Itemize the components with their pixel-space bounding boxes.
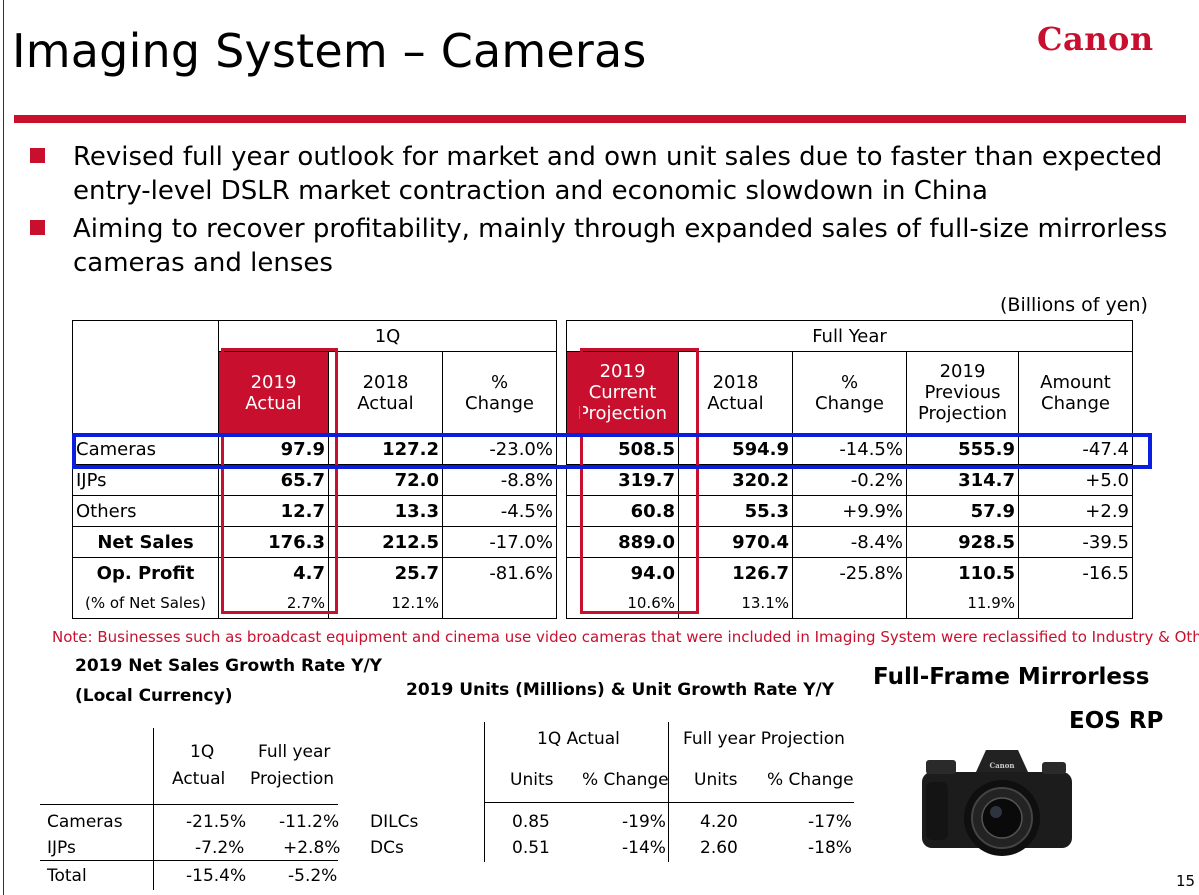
- units-row-qc: -14%: [622, 838, 666, 858]
- cameras-row-highlight: [72, 433, 1152, 469]
- growth-divider: [153, 728, 154, 890]
- table-row: Net Sales 176.3 212.5 -17.0% 889.0 970.4…: [72, 526, 1133, 558]
- unit-label: (Billions of yen): [1000, 294, 1148, 316]
- group-full-year: Full Year: [566, 320, 1133, 352]
- col-fy-amount: Amount Change: [1018, 351, 1133, 434]
- units-row-qu: 0.51: [512, 838, 550, 858]
- product-model: EOS RP: [1069, 708, 1164, 734]
- product-title: Full-Frame Mirrorless: [873, 664, 1150, 690]
- units-row-label: DCs: [370, 838, 404, 858]
- growth-row-fy: +2.8%: [283, 838, 341, 858]
- col-1q-2019: 2019 Actual: [218, 351, 329, 434]
- growth-row-fy: -11.2%: [279, 812, 340, 832]
- highlight-1q-2019: [221, 348, 338, 614]
- units-sub-change: % Change: [582, 770, 669, 790]
- slide-border: [3, 0, 4, 895]
- units-row-fc: -18%: [808, 838, 852, 858]
- table-row: (% of Net Sales) 2.7% 12.1% 10.6% 13.1% …: [72, 588, 1133, 619]
- col-1q-change: % Change: [442, 351, 557, 434]
- bullet-text: Revised full year outlook for market and…: [73, 142, 1163, 206]
- growth-col1-line1: 1Q: [190, 742, 215, 762]
- camera-badge: Canon: [990, 761, 1015, 770]
- financial-table: 1Q Full Year 2019 Actual 2018 Actual % Chan…: [72, 320, 1133, 619]
- col-fy-prev: 2019 Previous Projection: [906, 351, 1019, 434]
- units-row-fc: -17%: [808, 812, 852, 832]
- growth-col2-line2: Projection: [250, 769, 335, 789]
- growth-col2-line1: Full year: [258, 742, 331, 762]
- col-fy-change: % Change: [792, 351, 907, 434]
- units-sub-units: Units: [510, 770, 554, 790]
- footnote: Note: Businesses such as broadcast equip…: [52, 628, 1199, 646]
- growth-subtitle: (Local Currency): [75, 686, 233, 706]
- growth-rule: [40, 860, 338, 861]
- units-divider: [668, 722, 669, 862]
- bullet-2: Aiming to recover profitability, mainly …: [30, 212, 1180, 282]
- highlight-fy-2019: [580, 348, 699, 614]
- canon-logo: Canon: [1037, 20, 1154, 58]
- units-group-1q: 1Q Actual: [537, 729, 620, 749]
- page-number: 15: [1176, 872, 1196, 890]
- growth-rule: [40, 804, 338, 805]
- growth-row-label: Total: [47, 866, 87, 886]
- growth-title: 2019 Net Sales Growth Rate Y/Y: [75, 656, 382, 676]
- page-title: Imaging System – Cameras: [12, 24, 647, 78]
- col-fy-2019: 2019 Current Projection: [566, 351, 679, 434]
- growth-row-q: -21.5%: [186, 812, 247, 832]
- table-row: Op. Profit 4.7 25.7 -81.6% 94.0 126.7 -2…: [72, 557, 1133, 588]
- units-group-fy: Full year Projection: [683, 729, 845, 749]
- table-row: IJPs 65.7 72.0 -8.8% 319.7 320.2 -0.2% 3…: [72, 464, 1133, 496]
- table-row: Cameras 97.9 127.2 -23.0% 508.5 594.9 -1…: [72, 433, 1133, 465]
- units-sub-units: Units: [694, 770, 738, 790]
- bullet-square-icon: [30, 148, 45, 163]
- group-header-row: 1Q Full Year: [72, 320, 1133, 352]
- units-divider: [484, 722, 485, 862]
- bullet-text: Aiming to recover profitability, mainly …: [73, 214, 1168, 278]
- bullet-1: Revised full year outlook for market and…: [30, 140, 1180, 210]
- growth-row-label: IJPs: [47, 838, 76, 858]
- growth-row-fy: -5.2%: [288, 866, 338, 886]
- units-row-label: DILCs: [370, 812, 419, 832]
- units-title: 2019 Units (Millions) & Unit Growth Rate…: [406, 680, 835, 700]
- bullet-square-icon: [30, 220, 45, 235]
- group-1q: 1Q: [218, 320, 557, 352]
- units-sub-change: % Change: [767, 770, 854, 790]
- growth-row-label: Cameras: [47, 812, 123, 832]
- units-row-fu: 4.20: [700, 812, 738, 832]
- units-rule: [484, 802, 854, 803]
- growth-row-q: -15.4%: [186, 866, 247, 886]
- growth-col1-line2: Actual: [172, 769, 226, 789]
- camera-image: Canon: [922, 750, 1072, 856]
- col-1q-2018: 2018 Actual: [328, 351, 443, 434]
- units-row-qu: 0.85: [512, 812, 550, 832]
- growth-row-q: -7.2%: [195, 838, 245, 858]
- title-rule: [14, 115, 1186, 123]
- units-row-qc: -19%: [622, 812, 666, 832]
- units-row-fu: 2.60: [700, 838, 738, 858]
- table-row: Others 12.7 13.3 -4.5% 60.8 55.3 +9.9% 5…: [72, 495, 1133, 527]
